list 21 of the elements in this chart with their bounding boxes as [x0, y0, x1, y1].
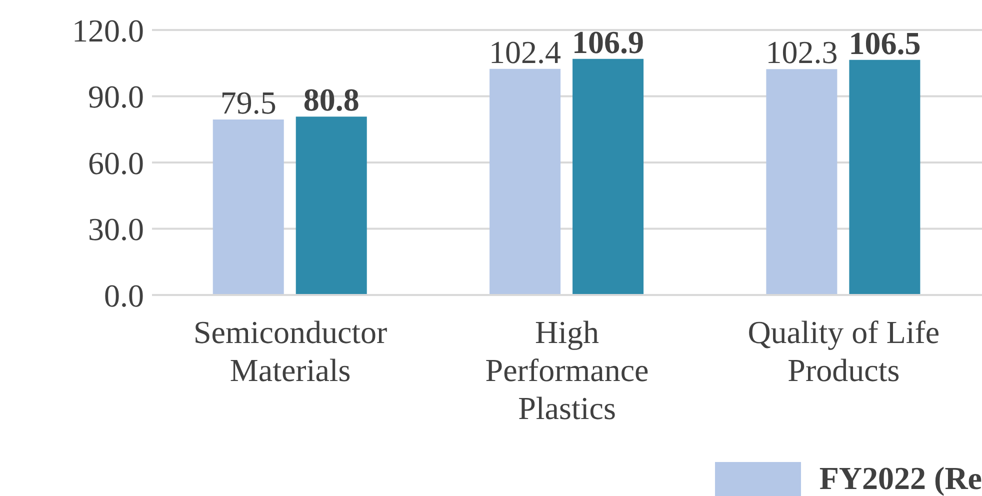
bar: [572, 58, 644, 295]
data-label: 102.3: [766, 34, 838, 70]
bar: [766, 69, 838, 295]
x-tick-label: Semiconductor Materials: [193, 314, 388, 388]
y-tick-label: 60.0: [88, 144, 144, 181]
data-label: 106.5: [848, 24, 921, 61]
data-label: 106.9: [572, 24, 644, 60]
y-tick-label: 90.0: [88, 78, 144, 115]
x-tick-label: Quality of Life Products: [748, 314, 940, 388]
y-tick-label: 0.0: [104, 277, 144, 314]
bar: [849, 60, 920, 295]
bar: [490, 68, 561, 295]
x-tick-label: High Performance Plastics: [485, 314, 649, 426]
legend-label: FY2022 (Re: [819, 460, 982, 496]
bar: [212, 119, 284, 295]
y-tick-label: 120.0: [72, 12, 144, 48]
data-label: 80.8: [303, 82, 360, 118]
data-label: 102.4: [489, 34, 562, 70]
data-label: 79.5: [220, 84, 276, 120]
bar: [296, 116, 367, 295]
y-tick-label: 30.0: [88, 211, 144, 248]
